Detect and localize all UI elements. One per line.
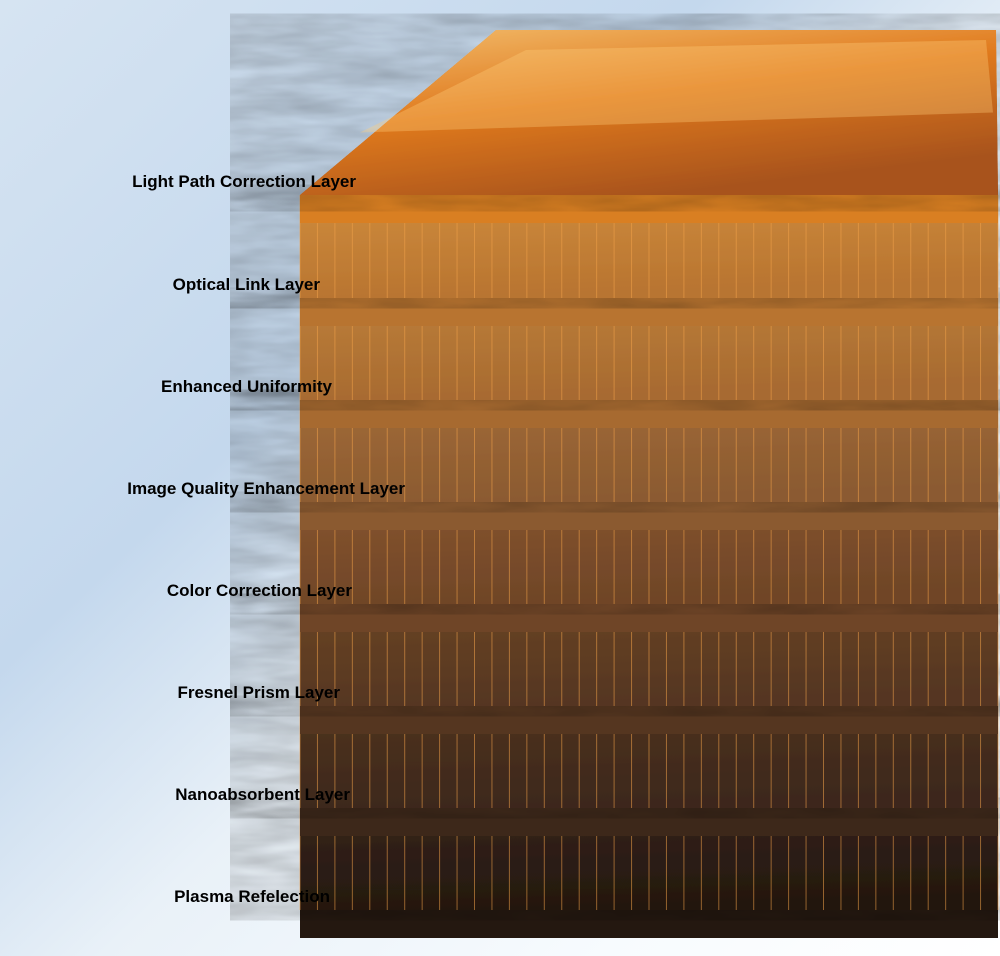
layer-label-3: Image Quality Enhancement Layer	[127, 479, 405, 499]
layer-front-face	[300, 604, 998, 632]
layer-front-face	[300, 808, 998, 836]
layer-label-0: Light Path Correction Layer	[132, 172, 356, 192]
layer-front-face	[300, 910, 998, 938]
layer-front-face	[300, 502, 998, 530]
layer-label-7: Plasma Refelection	[174, 887, 330, 907]
layer-label-2: Enhanced Uniformity	[161, 377, 332, 397]
layer-front-face	[300, 298, 998, 326]
layer-front-face	[300, 400, 998, 428]
layer-front-face	[300, 706, 998, 734]
layer-label-4: Color Correction Layer	[167, 581, 352, 601]
layer-label-5: Fresnel Prism Layer	[177, 683, 340, 703]
diagram-canvas: Light Path Correction Layer Optical Link …	[0, 0, 1000, 956]
layer-front-face	[300, 195, 998, 223]
layer-label-1: Optical Link Layer	[173, 275, 320, 295]
layer-label-6: Nanoabsorbent Layer	[175, 785, 350, 805]
